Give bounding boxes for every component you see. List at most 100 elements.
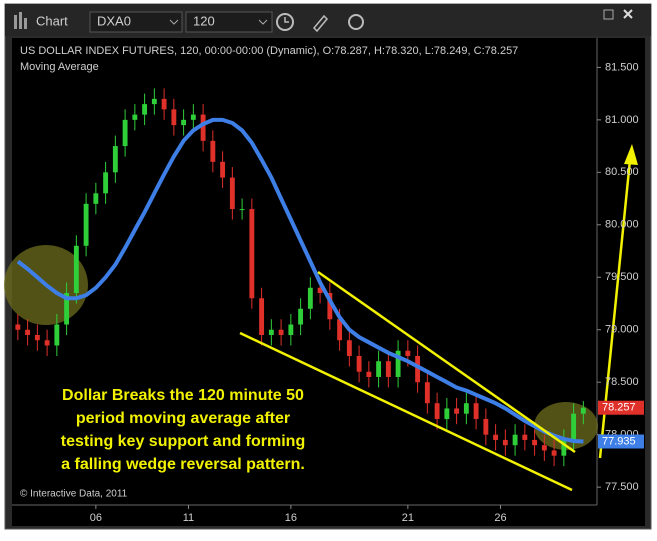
- candle-body: [249, 209, 255, 299]
- dropdown-arrow: [169, 19, 179, 25]
- candle-body: [181, 119, 187, 126]
- wedge-line: [317, 270, 576, 454]
- symbol: DXA0: [97, 13, 131, 28]
- indicator-label: Moving Average: [20, 61, 99, 73]
- candle-body: [151, 98, 157, 105]
- candle-body: [522, 434, 528, 440]
- candle-body: [64, 293, 70, 325]
- copyright: © Interactive Data, 2011: [20, 489, 128, 500]
- candle-body: [142, 104, 148, 115]
- interval-box[interactable]: [185, 11, 273, 33]
- candle-body: [405, 350, 411, 356]
- candle-body: [307, 287, 313, 309]
- candle-body: [541, 445, 547, 451]
- candle-body: [366, 371, 372, 377]
- clock-hand: [284, 17, 289, 23]
- candle-body: [317, 287, 323, 294]
- candle-body: [327, 293, 333, 320]
- toolbar-title: Chart: [36, 13, 68, 28]
- candle-body: [239, 209, 245, 211]
- dropdown-arrow: [258, 19, 268, 25]
- candle-body: [190, 114, 196, 120]
- candle-body: [15, 324, 21, 330]
- candle-body: [25, 329, 31, 335]
- y-tick-label: 80.500: [605, 166, 639, 178]
- candle-body: [132, 114, 138, 120]
- refresh-button[interactable]: [348, 14, 364, 30]
- last-price-box: [598, 400, 644, 415]
- candle-body: [532, 439, 538, 446]
- candle-body: [502, 439, 508, 446]
- candle-body: [210, 140, 216, 162]
- marks: [15, 88, 586, 467]
- candle-body: [122, 119, 128, 147]
- candle-body: [298, 308, 304, 325]
- candle-body: [171, 109, 177, 126]
- candle-body: [493, 434, 499, 440]
- restore-button[interactable]: [603, 9, 614, 20]
- interval: 120: [193, 13, 215, 28]
- x-tick-label: 11: [183, 512, 194, 524]
- y-tick-label: 81.000: [605, 114, 639, 126]
- candle-body: [561, 439, 567, 456]
- candle-body: [512, 434, 518, 446]
- x-tick-label: 21: [402, 512, 414, 524]
- candle-body: [424, 382, 430, 404]
- x-tick-label: 16: [285, 512, 297, 524]
- candle-body: [356, 355, 362, 372]
- annotation-line: Dollar Breaks the 120 minute 50: [62, 387, 304, 404]
- wedge-line: [239, 331, 573, 492]
- candle-body: [54, 324, 60, 346]
- candle-body: [112, 146, 118, 173]
- candle-body: [444, 408, 450, 419]
- arrow-head: [624, 144, 638, 165]
- draw-button[interactable]: [312, 14, 329, 33]
- candle-body: [268, 329, 274, 335]
- candle-body: [580, 407, 586, 414]
- y-tick-label: 79.000: [605, 324, 639, 336]
- candle-body: [73, 245, 79, 294]
- annotation-line: testing key support and forming: [61, 433, 305, 450]
- candle-body: [278, 329, 284, 335]
- y-tick-label: 79.500: [605, 271, 639, 283]
- x-tick-label: 26: [494, 512, 506, 524]
- close-button[interactable]: [623, 9, 633, 19]
- candle-body: [93, 193, 99, 204]
- candle-body: [376, 361, 382, 377]
- candle-body: [385, 361, 391, 377]
- candle-body: [229, 177, 235, 210]
- y-tick-label: 78.500: [605, 376, 639, 388]
- y-tick-label: 80.000: [605, 219, 639, 231]
- last-value-label: 77.935: [602, 435, 636, 447]
- candle-body: [34, 334, 40, 341]
- candle-body: [44, 340, 50, 346]
- highlight-circle: [534, 402, 598, 450]
- chart-icon: [14, 12, 27, 29]
- clock-button[interactable]: [276, 13, 294, 31]
- plot-bg: [12, 38, 645, 526]
- annotation-line: period moving average after: [76, 410, 290, 427]
- candle-body: [337, 319, 343, 341]
- candle-body: [454, 408, 460, 414]
- candle-body: [200, 114, 206, 141]
- candle-body: [483, 418, 489, 435]
- y-tick-label: 77.500: [605, 481, 639, 493]
- chart-title: US DOLLAR INDEX FUTURES, 120, 00:00-00:0…: [20, 45, 518, 57]
- candle-body: [551, 450, 557, 456]
- last-value-box: [598, 434, 644, 449]
- candle-body: [346, 340, 352, 356]
- symbol-box[interactable]: [89, 11, 183, 33]
- annotation-line: a falling wedge reversal pattern.: [61, 456, 305, 473]
- y-tick-label: 81.500: [605, 61, 639, 73]
- candle-body: [395, 350, 401, 377]
- annotation: Dollar Breaks the 120 minute 50 period m…: [61, 387, 305, 473]
- x-tick-label: 06: [90, 512, 102, 524]
- candle-body: [288, 324, 294, 335]
- candle-body: [83, 203, 89, 246]
- candle-body: [103, 172, 109, 194]
- moving-average-line: [16, 117, 584, 444]
- candle-body: [571, 413, 577, 440]
- last-price-label: 78.257: [602, 402, 636, 414]
- candle-body: [463, 403, 469, 414]
